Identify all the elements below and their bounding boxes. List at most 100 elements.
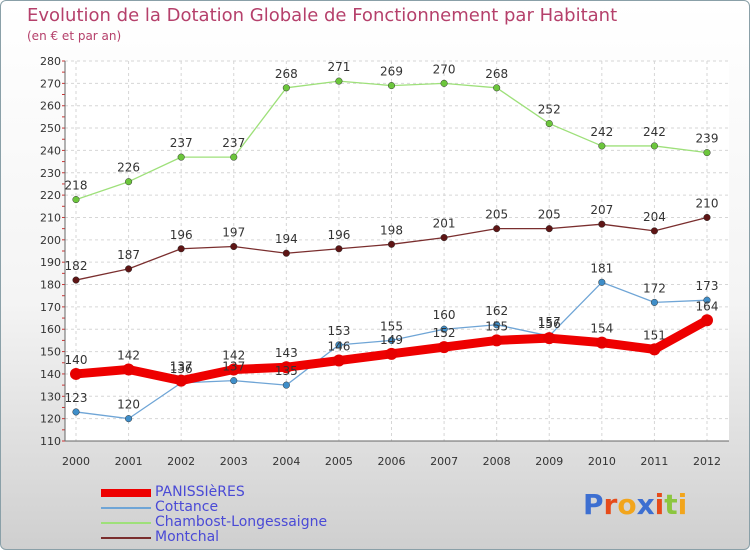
x-tick-label: 2010 xyxy=(588,455,616,468)
data-point xyxy=(703,149,711,157)
data-point xyxy=(175,374,188,387)
data-point xyxy=(230,153,238,161)
data-point xyxy=(227,363,240,376)
data-label: 196 xyxy=(327,228,350,242)
y-tick-label: 200 xyxy=(40,234,61,247)
chart-subtitle: (en € et par an) xyxy=(27,29,122,43)
y-tick-label: 140 xyxy=(40,368,61,381)
data-label: 155 xyxy=(380,319,403,333)
data-label: 135 xyxy=(275,364,298,378)
data-label: 160 xyxy=(433,308,456,322)
data-label: 269 xyxy=(380,65,403,79)
data-label: 270 xyxy=(433,62,456,76)
data-label: 120 xyxy=(117,398,140,412)
x-tick-label: 2004 xyxy=(272,455,300,468)
data-point xyxy=(332,354,345,367)
data-point xyxy=(650,142,658,150)
data-label: 149 xyxy=(380,333,403,347)
data-point xyxy=(72,276,80,284)
legend-label: Chambost-Longessaigne xyxy=(155,514,328,530)
data-point xyxy=(650,227,658,235)
x-tick-label: 2008 xyxy=(483,455,511,468)
logo-letter: P xyxy=(583,488,604,521)
data-point xyxy=(282,381,290,389)
data-point xyxy=(230,242,238,251)
data-point xyxy=(493,321,501,329)
logo-letter: o xyxy=(617,488,637,521)
data-label: 205 xyxy=(485,208,508,222)
data-point xyxy=(648,343,661,356)
legend-item-panissieres: PANISSIèRES xyxy=(101,485,401,500)
data-point xyxy=(650,298,658,306)
data-point xyxy=(230,377,238,385)
data-label: 172 xyxy=(643,281,666,295)
data-label: 154 xyxy=(590,322,613,336)
data-label: 198 xyxy=(380,223,403,237)
y-tick-label: 170 xyxy=(40,301,61,314)
y-tick-label: 280 xyxy=(40,55,61,68)
data-label: 182 xyxy=(65,259,88,273)
data-label: 218 xyxy=(65,179,88,193)
y-tick-label: 120 xyxy=(40,413,61,426)
data-point xyxy=(490,334,503,347)
chart-legend: PANISSIèRES Cottance Chambost-Longessaig… xyxy=(101,485,401,545)
data-point xyxy=(440,325,448,333)
x-tick-label: 2005 xyxy=(325,455,353,468)
y-tick-label: 270 xyxy=(40,77,61,90)
data-label: 271 xyxy=(327,60,350,74)
data-point xyxy=(387,336,396,344)
legend-swatch-chambost-longessaigne xyxy=(101,522,151,524)
logo-letter: i xyxy=(677,488,688,521)
data-label: 268 xyxy=(485,67,508,81)
legend-item-chambost-longessaigne: Chambost-Longessaigne xyxy=(101,515,401,530)
data-label: 181 xyxy=(590,261,613,275)
data-point xyxy=(598,220,606,228)
data-label: 237 xyxy=(170,136,193,150)
x-tick-label: 2009 xyxy=(535,455,563,468)
data-point xyxy=(387,240,396,248)
x-tick-label: 2007 xyxy=(430,455,458,468)
data-point xyxy=(701,314,713,327)
data-point xyxy=(493,84,501,92)
data-label: 140 xyxy=(65,353,88,367)
data-point xyxy=(335,341,343,349)
x-tick-label: 2002 xyxy=(167,455,195,468)
legend-swatch-panissieres xyxy=(101,489,151,497)
y-tick-label: 150 xyxy=(40,346,61,359)
data-label: 152 xyxy=(433,326,456,340)
data-label: 162 xyxy=(485,304,508,318)
data-label: 137 xyxy=(222,360,245,374)
data-point xyxy=(125,415,133,423)
data-label: 137 xyxy=(170,360,193,374)
legend-label: PANISSIèRES xyxy=(155,484,245,500)
data-label: 242 xyxy=(590,125,613,139)
data-point xyxy=(335,77,343,85)
data-point xyxy=(440,79,448,87)
chart-title: Evolution de la Dotation Globale de Fonc… xyxy=(27,5,618,26)
data-label: 239 xyxy=(696,132,719,146)
data-point xyxy=(545,225,553,233)
data-point xyxy=(385,347,398,360)
data-label: 197 xyxy=(222,226,245,240)
logo-letter: r xyxy=(603,488,618,521)
data-label: 210 xyxy=(696,196,719,210)
x-tick-label: 2003 xyxy=(220,455,248,468)
data-label: 201 xyxy=(433,217,456,231)
y-tick-label: 160 xyxy=(40,323,61,336)
data-label: 268 xyxy=(275,67,298,81)
data-point xyxy=(440,234,448,242)
data-label: 151 xyxy=(643,328,666,342)
data-label: 173 xyxy=(696,279,719,293)
data-label: 237 xyxy=(222,136,245,150)
y-tick-label: 110 xyxy=(40,435,61,448)
data-label: 142 xyxy=(222,348,245,362)
data-point xyxy=(703,296,711,304)
data-point xyxy=(282,249,290,257)
data-point xyxy=(282,84,290,92)
x-tick-label: 2006 xyxy=(378,455,406,468)
data-label: 196 xyxy=(170,228,193,242)
data-point xyxy=(335,245,343,253)
data-point xyxy=(595,336,608,349)
legend-swatch-cottance xyxy=(101,507,151,509)
y-tick-label: 180 xyxy=(40,279,61,292)
